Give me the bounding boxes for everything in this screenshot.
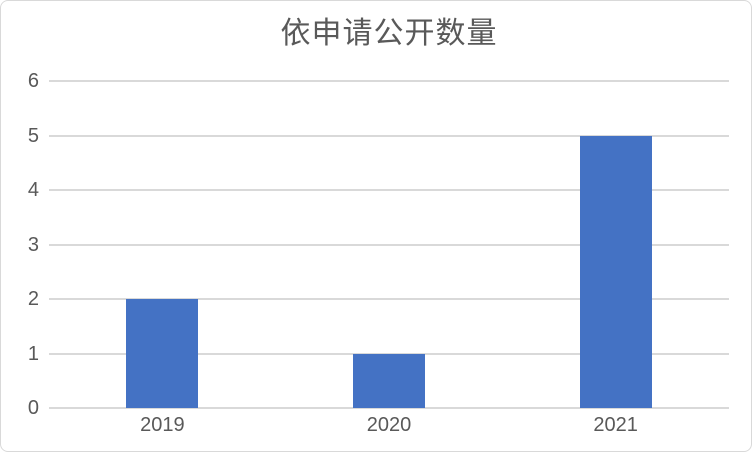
gridline <box>49 298 729 300</box>
bar-2021 <box>579 135 652 408</box>
bar-2019 <box>126 299 199 408</box>
x-tick-label: 2020 <box>366 414 412 436</box>
bar-2020 <box>353 353 425 408</box>
gridline <box>49 189 729 191</box>
y-tick-label: 6 <box>27 70 39 92</box>
chart-title: 依申请公开数量 <box>280 17 498 50</box>
y-tick-label: 3 <box>27 233 39 256</box>
y-tick-label: 4 <box>27 179 39 201</box>
gridline <box>49 243 729 246</box>
y-tick-label: 0 <box>27 397 39 419</box>
x-axis-line <box>49 407 729 409</box>
y-tick-label: 1 <box>27 342 39 365</box>
x-tick-label: 2019 <box>140 414 185 436</box>
x-tick-label: 2021 <box>593 414 638 436</box>
gridline <box>49 80 729 82</box>
y-tick-label: 2 <box>27 288 39 310</box>
gridline <box>49 134 729 137</box>
y-tick-label: 5 <box>27 124 39 147</box>
